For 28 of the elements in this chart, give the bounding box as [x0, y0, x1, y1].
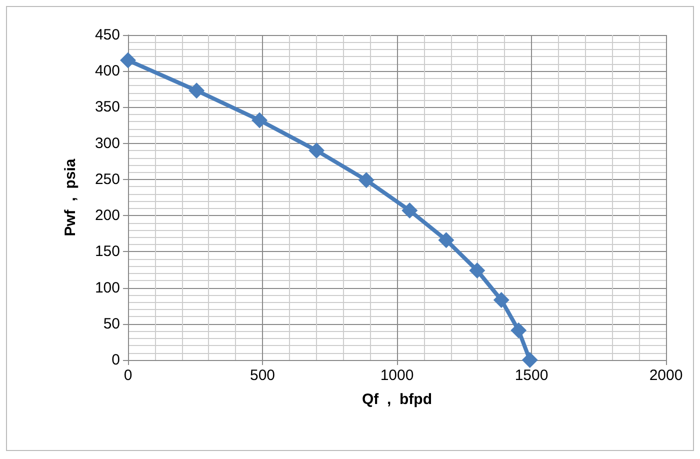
point: [120, 52, 136, 68]
x-axis-title: Qf , bfpd: [362, 391, 432, 408]
y-tick-label: 200: [94, 207, 120, 224]
y-tick-label: 100: [94, 279, 120, 296]
y-axis-title: Pwf , psia: [62, 158, 79, 236]
point: [358, 172, 374, 188]
point: [493, 292, 510, 308]
point: [438, 232, 454, 248]
x-tick-label: 500: [250, 367, 276, 384]
point: [308, 142, 325, 159]
y-tick-label: 250: [94, 170, 120, 188]
y-tick-label: 50: [103, 315, 120, 332]
y-tick-label: 400: [94, 62, 120, 80]
x-tick-label: 2000: [649, 367, 683, 384]
y-tick-label: 450: [94, 26, 120, 44]
y-tick-label: 350: [94, 98, 120, 116]
point: [522, 352, 538, 368]
point: [252, 112, 268, 128]
x-tick-label: 0: [124, 367, 132, 384]
y-tick-label: 0: [112, 352, 120, 368]
x-tick-label: 1000: [380, 367, 414, 384]
point: [510, 322, 527, 338]
y-tick-label: 300: [94, 134, 120, 152]
point: [402, 202, 418, 218]
y-tick-label: 150: [94, 243, 120, 260]
x-tick-label: 1500: [514, 367, 548, 384]
point: [188, 82, 205, 99]
point: [469, 262, 486, 278]
